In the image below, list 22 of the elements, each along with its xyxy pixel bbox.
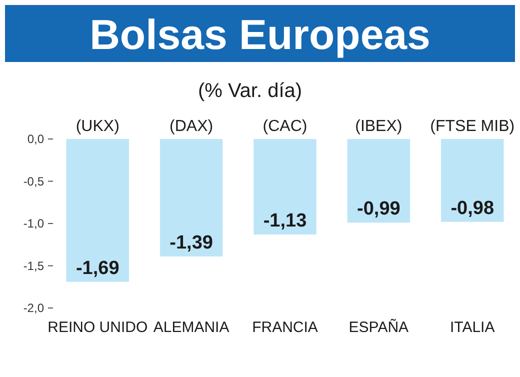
y-tick-label: -0,5 (23, 174, 44, 188)
x-tick-label: ALEMANIA (153, 319, 230, 336)
data-label: -1,69 (76, 258, 120, 279)
x-tick-label: FRANCIA (252, 319, 318, 336)
annotation: (CAC) (262, 118, 308, 135)
annotation: (DAX) (170, 118, 214, 135)
data-label: -1,39 (170, 232, 213, 254)
y-tick-label: -1,0 (23, 216, 44, 230)
data-label: -0,98 (450, 198, 494, 219)
annotation: (UKX) (76, 118, 120, 135)
y-tick-label: -2,0 (23, 301, 44, 315)
y-tick-label: -1,5 (23, 258, 44, 273)
chart-subtitle: (% Var. día) (198, 80, 302, 102)
annotation: (IBEX) (355, 118, 402, 135)
x-tick-label: ITALIA (450, 319, 495, 336)
y-tick-label: 0,0 (27, 132, 44, 146)
x-tick-label: REINO UNIDO (48, 319, 148, 336)
x-tick-label: ESPAÑA (348, 318, 409, 336)
annotation: (FTSE MIB) (430, 118, 515, 135)
chart-title: Bolsas Europeas (90, 11, 430, 58)
data-label: -1,13 (263, 210, 307, 232)
data-label: -0,99 (357, 198, 400, 220)
